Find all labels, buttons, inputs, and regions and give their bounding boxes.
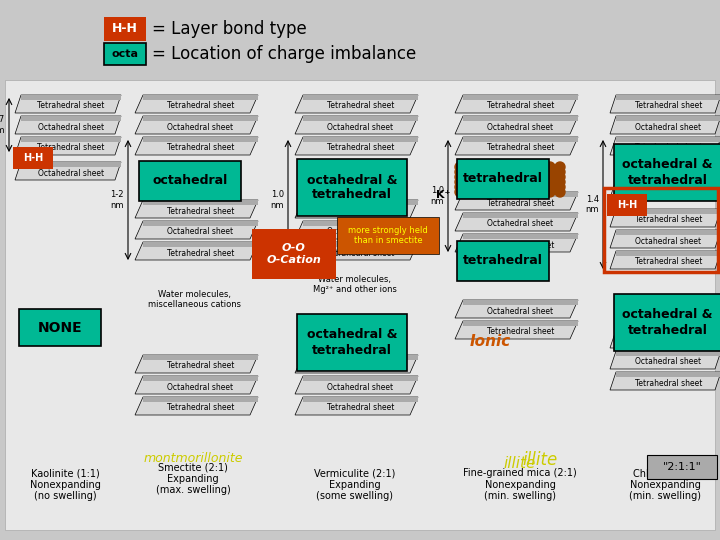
Polygon shape — [610, 372, 720, 390]
Text: "2:1:1": "2:1:1" — [662, 462, 701, 472]
Circle shape — [525, 187, 535, 197]
Polygon shape — [616, 137, 720, 142]
Circle shape — [555, 172, 565, 182]
Circle shape — [505, 167, 515, 177]
Text: O-O
O-Cation: O-O O-Cation — [266, 243, 321, 265]
Polygon shape — [143, 95, 258, 100]
Text: Tetrahedral sheet: Tetrahedral sheet — [167, 361, 234, 370]
Text: Tetrahedral sheet: Tetrahedral sheet — [487, 144, 554, 152]
Text: Fine-grained mica (2:1)
Nonexpanding
(min. swelling): Fine-grained mica (2:1) Nonexpanding (mi… — [463, 468, 577, 501]
Text: Tetrahedral sheet: Tetrahedral sheet — [635, 102, 702, 111]
Circle shape — [525, 167, 535, 177]
Circle shape — [535, 172, 545, 182]
Polygon shape — [15, 137, 121, 155]
Text: octahedral &
tetrahedral: octahedral & tetrahedral — [307, 328, 397, 356]
Text: Octahedral sheet: Octahedral sheet — [487, 219, 554, 228]
Text: = Layer bond type: = Layer bond type — [152, 20, 307, 38]
Text: Octahedral sheet: Octahedral sheet — [168, 227, 233, 237]
Circle shape — [475, 167, 485, 177]
Text: Tetrahedral sheet: Tetrahedral sheet — [327, 144, 394, 152]
Circle shape — [465, 162, 475, 172]
FancyBboxPatch shape — [139, 161, 241, 201]
Circle shape — [505, 187, 515, 197]
Polygon shape — [616, 372, 720, 377]
Polygon shape — [143, 116, 258, 121]
Circle shape — [495, 162, 505, 172]
Circle shape — [485, 187, 495, 197]
Circle shape — [535, 187, 545, 197]
Circle shape — [495, 167, 505, 177]
Polygon shape — [463, 213, 578, 218]
Circle shape — [465, 177, 475, 187]
Text: Water molecules,
miscellaneous cations: Water molecules, miscellaneous cations — [148, 290, 241, 309]
Text: octa: octa — [112, 49, 138, 59]
Circle shape — [545, 167, 555, 177]
Text: NONE: NONE — [37, 321, 82, 334]
Circle shape — [455, 162, 465, 172]
Text: Vermiculite (2:1)
Expanding
(some swelling): Vermiculite (2:1) Expanding (some swelli… — [315, 468, 396, 501]
Circle shape — [525, 172, 535, 182]
Polygon shape — [455, 137, 578, 155]
Polygon shape — [15, 95, 121, 113]
Text: Tetrahedral sheet: Tetrahedral sheet — [167, 144, 234, 152]
Text: H-H: H-H — [112, 23, 138, 36]
Polygon shape — [21, 162, 121, 167]
Circle shape — [515, 167, 525, 177]
Circle shape — [485, 182, 495, 192]
FancyBboxPatch shape — [614, 294, 720, 351]
Polygon shape — [303, 355, 418, 360]
Polygon shape — [143, 137, 258, 142]
Circle shape — [515, 182, 525, 192]
Circle shape — [555, 177, 565, 187]
Text: Octahedral sheet: Octahedral sheet — [38, 168, 104, 178]
Polygon shape — [463, 116, 578, 121]
Polygon shape — [303, 242, 418, 247]
Circle shape — [525, 162, 535, 172]
Polygon shape — [455, 234, 578, 252]
Polygon shape — [303, 376, 418, 381]
Polygon shape — [463, 95, 578, 100]
Text: octahedral: octahedral — [153, 174, 228, 187]
Text: Octahedral sheet: Octahedral sheet — [168, 123, 233, 132]
Circle shape — [545, 187, 555, 197]
Text: Octahedral sheet: Octahedral sheet — [328, 382, 394, 392]
Circle shape — [485, 172, 495, 182]
FancyBboxPatch shape — [337, 217, 439, 254]
Circle shape — [455, 172, 465, 182]
Polygon shape — [135, 200, 258, 218]
Polygon shape — [21, 137, 121, 142]
Circle shape — [475, 162, 485, 172]
Text: Smectite (2:1)
Expanding
(max. swelling): Smectite (2:1) Expanding (max. swelling) — [156, 462, 230, 495]
Text: Octahedral sheet: Octahedral sheet — [487, 123, 554, 132]
Circle shape — [455, 177, 465, 187]
Circle shape — [465, 172, 475, 182]
Polygon shape — [455, 321, 578, 339]
Text: Tetrahedral sheet: Tetrahedral sheet — [635, 258, 702, 267]
Text: Tetrahedral sheet: Tetrahedral sheet — [635, 379, 702, 388]
Polygon shape — [135, 376, 258, 394]
Polygon shape — [135, 116, 258, 134]
Circle shape — [545, 182, 555, 192]
Text: Chlorite (2:1)
Nonexpanding
(min. swelling): Chlorite (2:1) Nonexpanding (min. swelli… — [629, 468, 701, 501]
Circle shape — [475, 182, 485, 192]
Text: H-H: H-H — [23, 153, 43, 163]
Text: Tetrahedral sheet: Tetrahedral sheet — [327, 361, 394, 370]
Polygon shape — [21, 116, 121, 121]
Circle shape — [505, 162, 515, 172]
Circle shape — [505, 182, 515, 192]
Polygon shape — [610, 351, 720, 369]
Polygon shape — [463, 321, 578, 326]
Polygon shape — [143, 221, 258, 226]
Polygon shape — [295, 397, 418, 415]
Polygon shape — [455, 300, 578, 318]
Polygon shape — [463, 234, 578, 239]
Polygon shape — [135, 137, 258, 155]
Polygon shape — [295, 95, 418, 113]
Circle shape — [515, 187, 525, 197]
Circle shape — [475, 172, 485, 182]
Polygon shape — [15, 162, 121, 180]
Text: 1.4
nm: 1.4 nm — [585, 195, 599, 214]
Text: Tetrahedral sheet: Tetrahedral sheet — [487, 240, 554, 249]
Text: = Location of charge imbalance: = Location of charge imbalance — [152, 45, 416, 63]
Text: Kaolinite (1:1)
Nonexpanding
(no swelling): Kaolinite (1:1) Nonexpanding (no swellin… — [30, 468, 100, 501]
